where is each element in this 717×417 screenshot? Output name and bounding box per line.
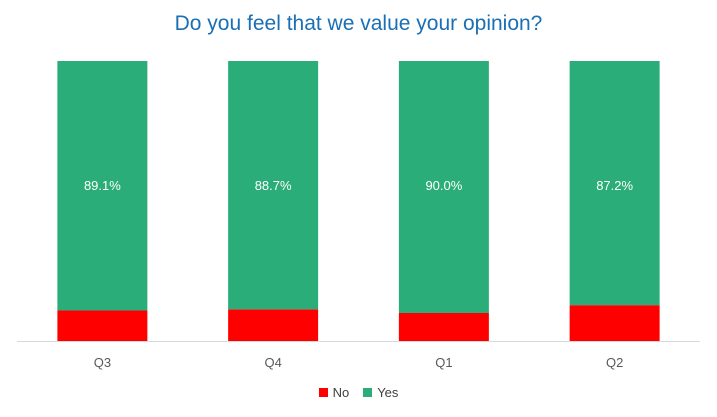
bar-no-q3 — [57, 310, 148, 341]
chart-title: Do you feel that we value your opinion? — [174, 12, 543, 35]
x-tick-label-q2: Q2 — [606, 355, 623, 370]
labels-group: 89.1% Q3 88.7% Q4 90.0% Q1 87.2% Q2 — [84, 178, 634, 370]
legend-swatch-no — [318, 388, 328, 397]
legend: No Yes — [0, 385, 717, 400]
legend-label-yes: Yes — [377, 385, 399, 400]
data-label-q4: 88.7% — [255, 178, 292, 193]
bar-yes-q2 — [569, 61, 660, 306]
legend-item-no: No — [318, 385, 350, 400]
x-tick-label-q1: Q1 — [435, 355, 452, 370]
legend-label-no: No — [332, 385, 350, 400]
bar-yes-q1 — [398, 61, 489, 313]
bar-yes-q4 — [228, 61, 319, 310]
x-tick-label-q3: Q3 — [94, 355, 111, 370]
x-tick-label-q4: Q4 — [264, 355, 281, 370]
bar-no-q1 — [398, 313, 489, 341]
data-label-q3: 89.1% — [84, 178, 121, 193]
data-label-q1: 90.0% — [425, 178, 462, 193]
bar-yes-q3 — [57, 61, 148, 311]
bar-no-q2 — [569, 305, 660, 341]
bar-no-q4 — [228, 309, 319, 341]
bars-group — [57, 61, 660, 341]
legend-item-yes: Yes — [363, 385, 398, 400]
data-label-q2: 87.2% — [596, 178, 633, 193]
legend-swatch-yes — [363, 388, 373, 397]
